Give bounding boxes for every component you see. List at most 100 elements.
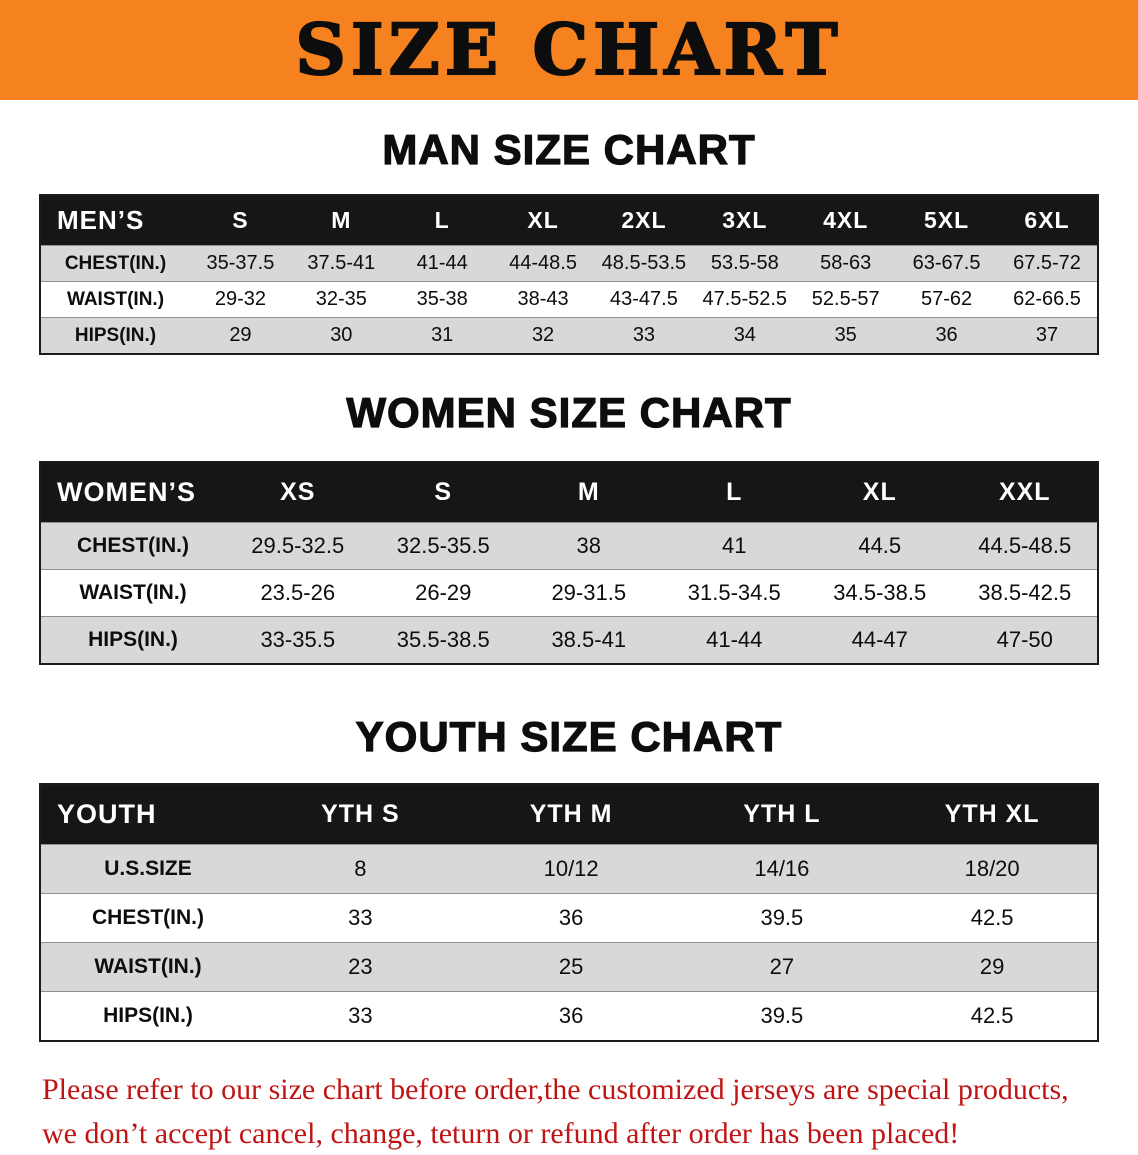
size-column-header: YTH S xyxy=(321,800,400,829)
value-cell: 31.5-34.5 xyxy=(687,580,781,606)
header-row: WOMEN’S XS S M L XL XXL xyxy=(40,462,1098,523)
value-cell: 26-29 xyxy=(415,580,472,606)
value-cell: 30 xyxy=(330,324,353,347)
women-size-table: WOMEN’S XS S M L XL XXL CHEST(IN.) 29.5-32.5 32.5… xyxy=(39,461,1099,666)
value-cell: 33 xyxy=(348,905,373,931)
value-cell: 34.5-38.5 xyxy=(833,580,927,606)
value-cell: 32.5-35.5 xyxy=(396,533,490,559)
disclaimer: Please refer to our size chart before or… xyxy=(42,1068,1096,1155)
value-cell: 38.5-42.5 xyxy=(978,580,1072,606)
value-cell: 38 xyxy=(576,533,601,559)
row-label-cell: WAIST(IN.) xyxy=(94,955,202,979)
row-label-cell: HIPS(IN.) xyxy=(103,1004,193,1028)
value-cell: 57-62 xyxy=(920,288,973,311)
value-cell: 42.5 xyxy=(970,1003,1014,1029)
table-title-cell: YOUTH xyxy=(57,799,157,830)
value-cell: 33 xyxy=(632,324,656,347)
value-cell: 14/16 xyxy=(754,856,810,882)
value-cell: 32-35 xyxy=(315,288,367,311)
size-column-header: M xyxy=(577,478,600,507)
men-size-table: MEN’S S M L XL 2XL 3XL 4XL 5XL 6XL CHEST(IN.) 35-37… xyxy=(39,194,1099,356)
size-column-header: L xyxy=(434,207,450,234)
value-cell: 67.5-72 xyxy=(1013,252,1081,275)
row-label-cell: CHEST(IN.) xyxy=(92,906,204,930)
value-cell: 62-66.5 xyxy=(1013,288,1081,311)
men-size-section: MAN SIZE CHART MEN’S S M L XL 2XL 3XL 4XL 5XL 6XL… xyxy=(0,127,1138,356)
value-cell: 44.5-48.5 xyxy=(978,533,1072,559)
measurement-row: CHEST(IN.) 29.5-32.5 32.5-35.5 38 41 44.5 44.5… xyxy=(40,522,1098,570)
row-label-cell: WAIST(IN.) xyxy=(79,581,187,605)
header-row: YOUTH YTH S YTH M YTH L YTH XL xyxy=(40,784,1098,845)
value-cell: 23.5-26 xyxy=(260,580,336,606)
value-cell: 44-48.5 xyxy=(509,252,577,275)
value-cell: 53.5-58 xyxy=(710,252,779,275)
size-column-header: S xyxy=(434,478,453,507)
size-column-header: XL xyxy=(862,478,897,507)
value-cell: 29 xyxy=(979,954,1005,980)
value-cell: 33-35.5 xyxy=(260,627,336,653)
value-cell: 36 xyxy=(558,1003,584,1029)
value-cell: 27 xyxy=(769,954,795,980)
value-cell: 38.5-41 xyxy=(551,627,627,653)
value-cell: 47.5-52.5 xyxy=(702,288,788,311)
value-cell: 52.5-57 xyxy=(811,288,880,311)
value-cell: 25 xyxy=(558,954,584,980)
value-cell: 44-47 xyxy=(851,627,908,653)
header-row: MEN’S S M L XL 2XL 3XL 4XL 5XL 6XL xyxy=(40,195,1098,246)
value-cell: 42.5 xyxy=(970,905,1014,931)
youth-size-table: YOUTH YTH S YTH M YTH L YTH XL U.S.SIZE 8 10/12… xyxy=(39,783,1099,1043)
value-cell: 38-43 xyxy=(517,288,569,311)
row-label-cell: HIPS(IN.) xyxy=(74,324,157,346)
measurement-row: CHEST(IN.) 35-37.5 37.5-41 41-44 44-48.5 48.5… xyxy=(40,245,1098,282)
measurement-row: U.S.SIZE 8 10/12 14/16 18/20 xyxy=(40,844,1098,894)
value-cell: 35.5-38.5 xyxy=(396,627,490,653)
value-cell: 41-44 xyxy=(706,627,763,653)
value-cell: 35-38 xyxy=(416,288,468,311)
value-cell: 8 xyxy=(354,856,367,882)
measurement-row: HIPS(IN.) 33 36 39.5 42.5 xyxy=(40,991,1098,1042)
size-column-header: 4XL xyxy=(823,207,869,234)
banner: SIZE CHART xyxy=(0,0,1138,100)
disclaimer-line-2: we don’t accept cancel, change, teturn o… xyxy=(42,1116,960,1150)
youth-section-heading: YOUTH SIZE CHART xyxy=(355,713,783,761)
row-label-cell: U.S.SIZE xyxy=(104,857,192,881)
value-cell: 39.5 xyxy=(760,1003,804,1029)
value-cell: 47-50 xyxy=(996,627,1053,653)
size-column-header: XS xyxy=(280,478,316,507)
value-cell: 29-31.5 xyxy=(551,580,627,606)
value-cell: 34 xyxy=(733,324,756,347)
value-cell: 36 xyxy=(558,905,584,931)
measurement-row: CHEST(IN.) 33 36 39.5 42.5 xyxy=(40,893,1098,943)
youth-size-section: YOUTH SIZE CHART YOUTH YTH S YTH M YTH L YTH… xyxy=(0,713,1138,1043)
value-cell: 58-63 xyxy=(820,252,872,275)
size-column-header: S xyxy=(232,207,249,234)
row-label-cell: CHEST(IN.) xyxy=(77,534,189,558)
value-cell: 43-47.5 xyxy=(610,288,678,311)
size-column-header: YTH M xyxy=(529,800,613,829)
value-cell: 35 xyxy=(834,324,857,347)
table-title-cell: WOMEN’S xyxy=(57,477,196,508)
size-column-header: XXL xyxy=(998,478,1051,507)
value-cell: 23 xyxy=(348,954,373,980)
size-column-header: L xyxy=(726,478,743,507)
size-column-header: YTH XL xyxy=(944,800,1040,829)
row-label-cell: CHEST(IN.) xyxy=(64,252,167,274)
value-cell: 44.5 xyxy=(858,533,902,559)
size-column-header: 3XL xyxy=(722,207,768,234)
row-label-cell: WAIST(IN.) xyxy=(66,288,165,310)
value-cell: 18/20 xyxy=(964,856,1020,882)
value-cell: 10/12 xyxy=(543,856,599,882)
value-cell: 29-32 xyxy=(214,288,267,311)
value-cell: 39.5 xyxy=(760,905,804,931)
value-cell: 29 xyxy=(229,324,252,347)
size-column-header: YTH L xyxy=(743,800,821,829)
value-cell: 63-67.5 xyxy=(912,252,981,275)
value-cell: 29.5-32.5 xyxy=(251,533,345,559)
row-label-cell: HIPS(IN.) xyxy=(88,628,178,652)
measurement-row: WAIST(IN.) 23 25 27 29 xyxy=(40,942,1098,992)
measurement-row: HIPS(IN.) 33-35.5 35.5-38.5 38.5-41 41-44 44-… xyxy=(40,616,1098,665)
table-title-cell: MEN’S xyxy=(57,205,145,236)
value-cell: 41 xyxy=(722,533,747,559)
value-cell: 35-37.5 xyxy=(206,252,275,275)
